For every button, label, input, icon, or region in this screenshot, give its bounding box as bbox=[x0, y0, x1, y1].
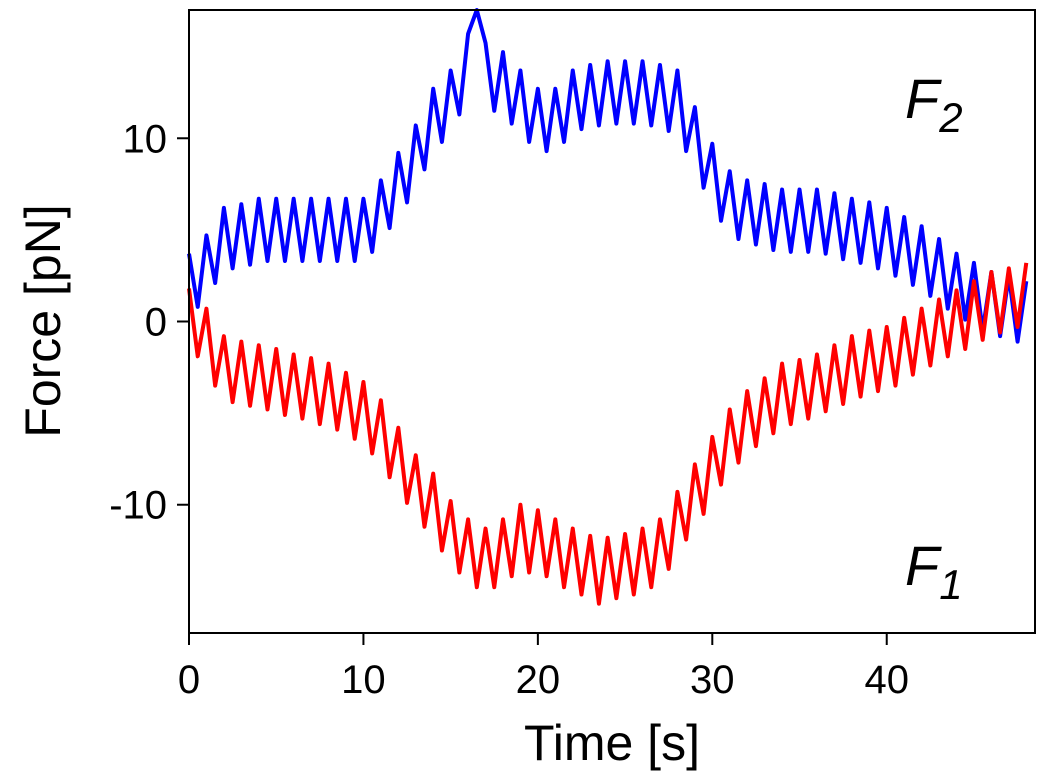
plot-frame bbox=[188, 9, 1036, 634]
x-tick-label: 10 bbox=[341, 658, 386, 702]
y-tick-label: 10 bbox=[123, 117, 168, 161]
plot-area bbox=[187, 8, 1029, 606]
series-line bbox=[187, 8, 1029, 344]
x-tick-label: 0 bbox=[178, 658, 200, 702]
annotation: F2 bbox=[905, 67, 963, 141]
y-axis-title: Force [pN] bbox=[15, 204, 71, 437]
y-tick-label: 0 bbox=[145, 301, 167, 345]
annotation: F1 bbox=[905, 534, 963, 608]
annotation-subscript: 1 bbox=[939, 561, 962, 608]
x-tick-label: 40 bbox=[864, 658, 909, 702]
x-tick-label: 20 bbox=[516, 658, 561, 702]
x-tick-label: 30 bbox=[690, 658, 735, 702]
annotation-text: F bbox=[905, 67, 942, 130]
y-tick-label: -10 bbox=[109, 484, 167, 528]
annotation-text: F bbox=[905, 534, 942, 597]
annotation-subscript: 2 bbox=[938, 94, 962, 141]
series-line bbox=[187, 262, 1029, 606]
x-axis-title: Time [s] bbox=[524, 715, 700, 771]
